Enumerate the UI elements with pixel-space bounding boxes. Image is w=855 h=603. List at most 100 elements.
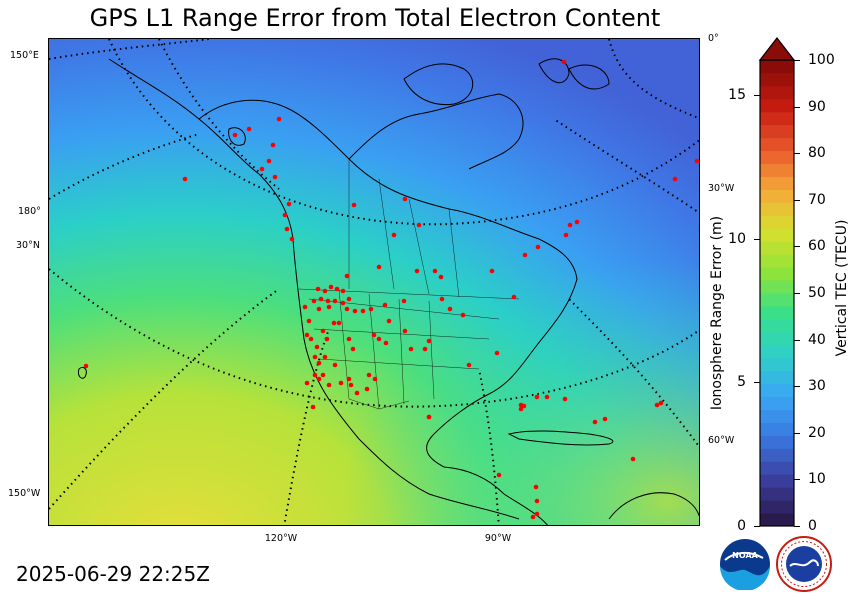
lon-label-90w: 90°W — [484, 533, 512, 544]
map-canvas — [49, 39, 699, 525]
station-marker — [408, 346, 414, 352]
station-marker — [466, 362, 472, 368]
coastlines — [78, 58, 699, 525]
station-marker — [336, 320, 342, 326]
station-marker — [376, 264, 382, 270]
station-marker — [438, 274, 444, 280]
vtec-axis-title: Vertical TEC (TECU) — [834, 219, 850, 357]
range-error-tick-label: 10 — [728, 230, 746, 247]
vtec-tick-label: 30 — [808, 378, 826, 395]
lon-label-120w: 120°W — [264, 533, 298, 544]
station-marker — [422, 346, 428, 352]
vtec-tick-label: 10 — [808, 471, 826, 488]
range-error-tick-label: 15 — [728, 87, 746, 104]
station-marker — [534, 394, 540, 400]
vtec-tick-label: 90 — [808, 98, 826, 115]
station-marker — [432, 268, 438, 274]
station-marker — [270, 142, 276, 148]
station-marker — [232, 132, 238, 138]
lon-label-180: 180° — [18, 206, 41, 217]
station-marker — [534, 511, 540, 517]
station-marker — [320, 372, 326, 378]
station-marker — [518, 402, 524, 408]
station-marker — [351, 202, 357, 208]
borders — [298, 159, 520, 410]
station-marker — [533, 484, 539, 490]
station-marker — [364, 386, 370, 392]
station-marker — [312, 354, 318, 360]
station-marker — [338, 380, 344, 386]
station-marker — [316, 306, 322, 312]
vtec-tick-label: 40 — [808, 331, 826, 348]
station-marker — [439, 296, 445, 302]
station-marker — [522, 252, 528, 258]
range-error-tick-label: 0 — [737, 518, 746, 534]
station-marker — [563, 232, 569, 238]
station-marker — [246, 126, 252, 132]
station-marker — [340, 300, 346, 306]
station-marker — [315, 286, 321, 292]
station-marker — [311, 298, 317, 304]
vtec-tick-label: 100 — [808, 52, 835, 68]
station-marker — [460, 312, 466, 318]
station-marker — [308, 336, 314, 342]
station-marker — [426, 414, 432, 420]
station-marker — [694, 158, 699, 164]
station-marker — [518, 406, 524, 412]
station-marker — [352, 308, 358, 314]
station-marker — [331, 320, 337, 326]
station-marker — [302, 304, 308, 310]
station-marker — [282, 212, 288, 218]
station-marker — [325, 298, 331, 304]
station-marker — [672, 176, 678, 182]
station-marker — [383, 340, 389, 346]
lon-label-30w: 30°W — [708, 183, 735, 194]
station-marker — [312, 372, 318, 378]
vtec-tick-label: 70 — [808, 191, 826, 208]
station-marker — [567, 222, 573, 228]
station-marker — [354, 390, 360, 396]
station-markers — [83, 59, 699, 520]
station-marker — [266, 158, 272, 164]
station-marker — [340, 288, 346, 294]
station-marker — [310, 404, 316, 410]
station-marker — [402, 196, 408, 202]
station-marker — [382, 302, 388, 308]
station-marker — [286, 201, 292, 207]
station-marker — [314, 344, 320, 350]
station-marker — [416, 222, 422, 228]
station-marker — [368, 306, 374, 312]
lat-label-30n: 30°N — [16, 240, 40, 251]
station-marker — [511, 294, 517, 300]
vtec-tick-label: 50 — [808, 285, 826, 301]
station-marker — [306, 318, 312, 324]
station-marker — [318, 296, 324, 302]
station-marker — [289, 236, 295, 242]
station-marker — [332, 298, 338, 304]
station-marker — [316, 360, 322, 366]
station-marker — [350, 346, 356, 352]
station-marker — [376, 336, 382, 342]
station-marker — [272, 174, 278, 180]
station-marker — [535, 244, 541, 250]
station-marker — [346, 376, 352, 382]
vtec-tick-label: 0 — [808, 518, 817, 534]
station-marker — [332, 362, 338, 368]
range-error-axis-title: Ionosphere Range Error (m) — [709, 215, 725, 411]
station-marker — [530, 514, 536, 520]
station-marker — [602, 416, 608, 422]
station-marker — [344, 273, 350, 279]
station-marker — [401, 298, 407, 304]
lon-label-60w: 60°W — [708, 435, 735, 446]
station-marker — [322, 288, 328, 294]
station-marker — [366, 372, 372, 378]
station-marker — [326, 382, 332, 388]
station-marker — [259, 166, 265, 172]
station-marker — [426, 338, 432, 344]
colorbar-extend-arrow — [758, 37, 796, 61]
station-marker — [304, 332, 310, 338]
station-marker — [402, 328, 408, 334]
station-marker — [630, 456, 636, 462]
station-marker — [304, 380, 310, 386]
station-marker — [326, 304, 332, 310]
